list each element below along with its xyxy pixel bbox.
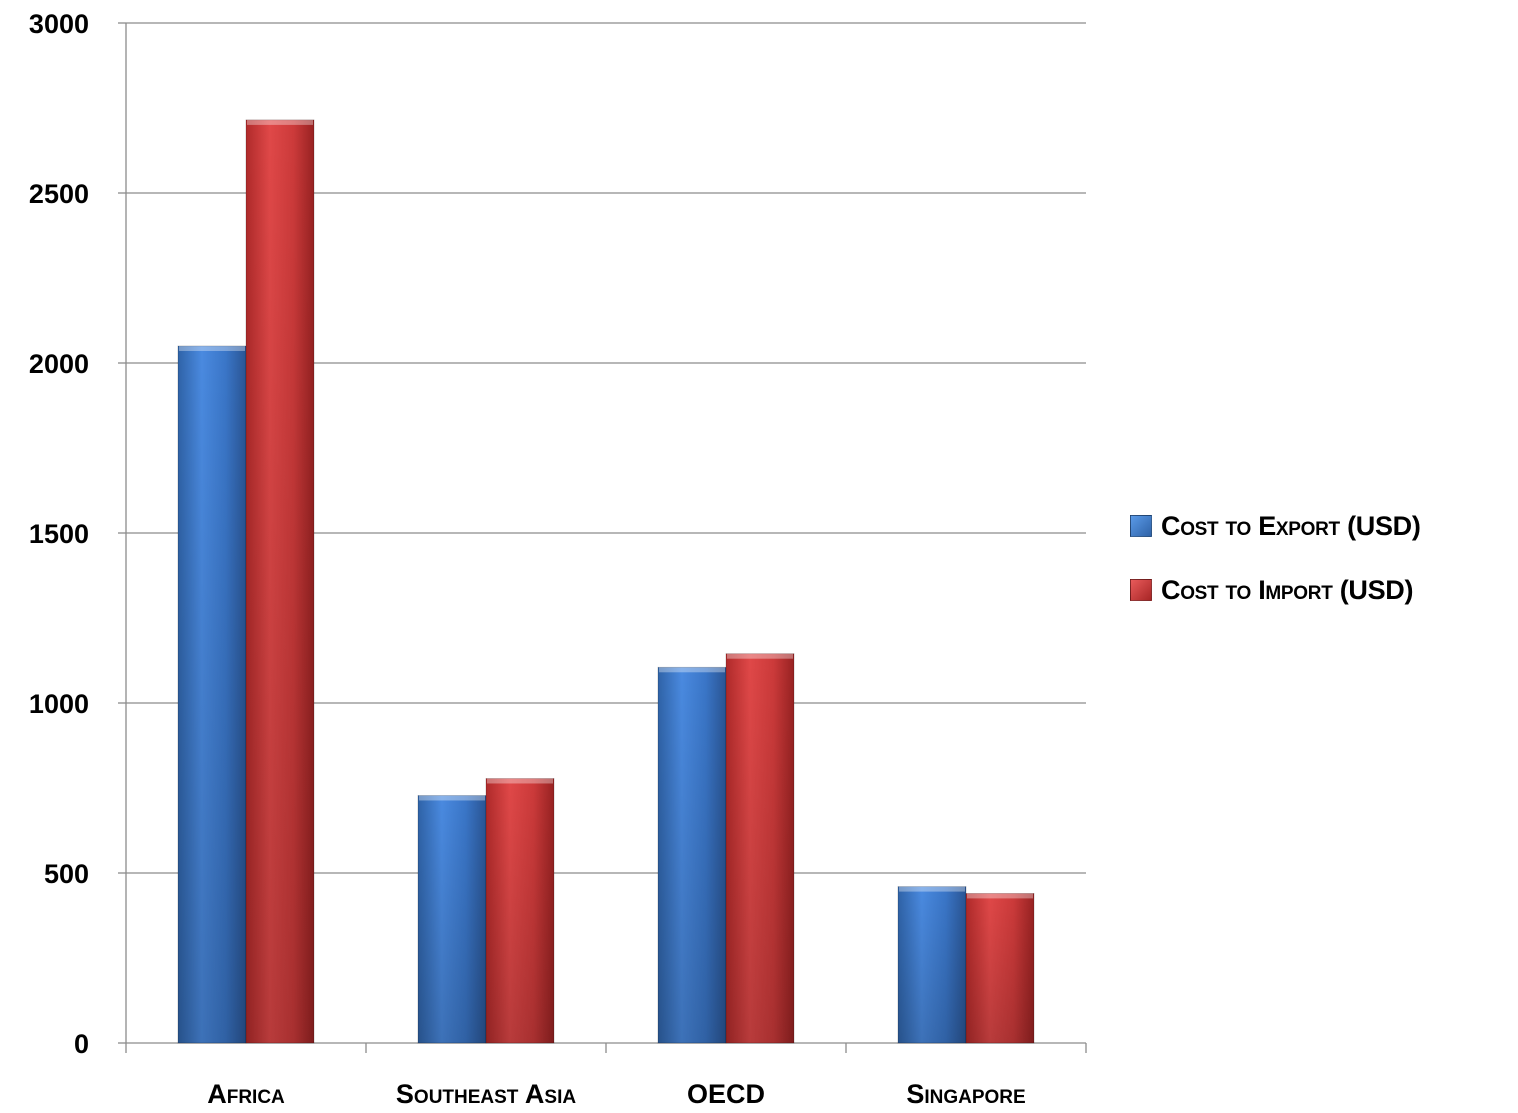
y-tick-label: 2500 bbox=[29, 179, 89, 209]
bar bbox=[417, 795, 487, 1044]
bars bbox=[177, 119, 1035, 1044]
bar-bevel bbox=[247, 119, 313, 125]
axis-labels: 0 500 1000 1500 2000 2500 3000 Africa Southeast … bbox=[29, 9, 1026, 1109]
bar-shade bbox=[178, 346, 246, 1043]
legend-label: Cost to Import (USD) bbox=[1161, 574, 1414, 605]
legend-swatch bbox=[1130, 579, 1152, 601]
legend-swatch bbox=[1130, 515, 1152, 537]
legend-label: Cost to Export (USD) bbox=[1161, 510, 1421, 541]
legend: Cost to Export (USD) Cost to Import (USD) bbox=[1130, 508, 1515, 636]
bar-bevel bbox=[419, 795, 485, 801]
bar bbox=[177, 345, 247, 1044]
bar-bevel bbox=[899, 886, 965, 892]
x-tick-label: Africa bbox=[207, 1079, 285, 1108]
bar-bevel bbox=[487, 778, 553, 784]
y-tick-label: 1500 bbox=[29, 519, 89, 549]
x-tick-label: OECD bbox=[687, 1079, 765, 1108]
bar-bevel bbox=[967, 893, 1033, 899]
bar-bevel bbox=[179, 346, 245, 351]
x-tick-label: Singapore bbox=[906, 1079, 1025, 1108]
y-tick-label: 500 bbox=[44, 859, 89, 889]
bar bbox=[245, 119, 315, 1044]
bar-bevel bbox=[727, 653, 793, 659]
y-tick-label: 1000 bbox=[29, 689, 89, 719]
x-tick-label: Southeast Asia bbox=[396, 1079, 576, 1108]
bar-shade bbox=[246, 119, 314, 1043]
bar-shade bbox=[726, 653, 794, 1043]
bar bbox=[897, 886, 967, 1044]
y-tick-label: 3000 bbox=[29, 9, 89, 39]
y-tick-label: 2000 bbox=[29, 349, 89, 379]
bar bbox=[965, 893, 1035, 1044]
bar bbox=[485, 778, 555, 1044]
bar bbox=[657, 666, 727, 1044]
bar-shade bbox=[658, 667, 726, 1043]
bar-shade bbox=[898, 886, 966, 1043]
bar-bevel bbox=[659, 667, 725, 673]
legend-item: Cost to Export (USD) bbox=[1130, 508, 1515, 544]
bar-shade bbox=[418, 795, 486, 1043]
bar bbox=[725, 653, 795, 1044]
bar-shade bbox=[966, 893, 1034, 1043]
y-tick-label: 0 bbox=[74, 1029, 89, 1059]
bar-shade bbox=[486, 778, 554, 1043]
legend-item: Cost to Import (USD) bbox=[1130, 572, 1515, 608]
